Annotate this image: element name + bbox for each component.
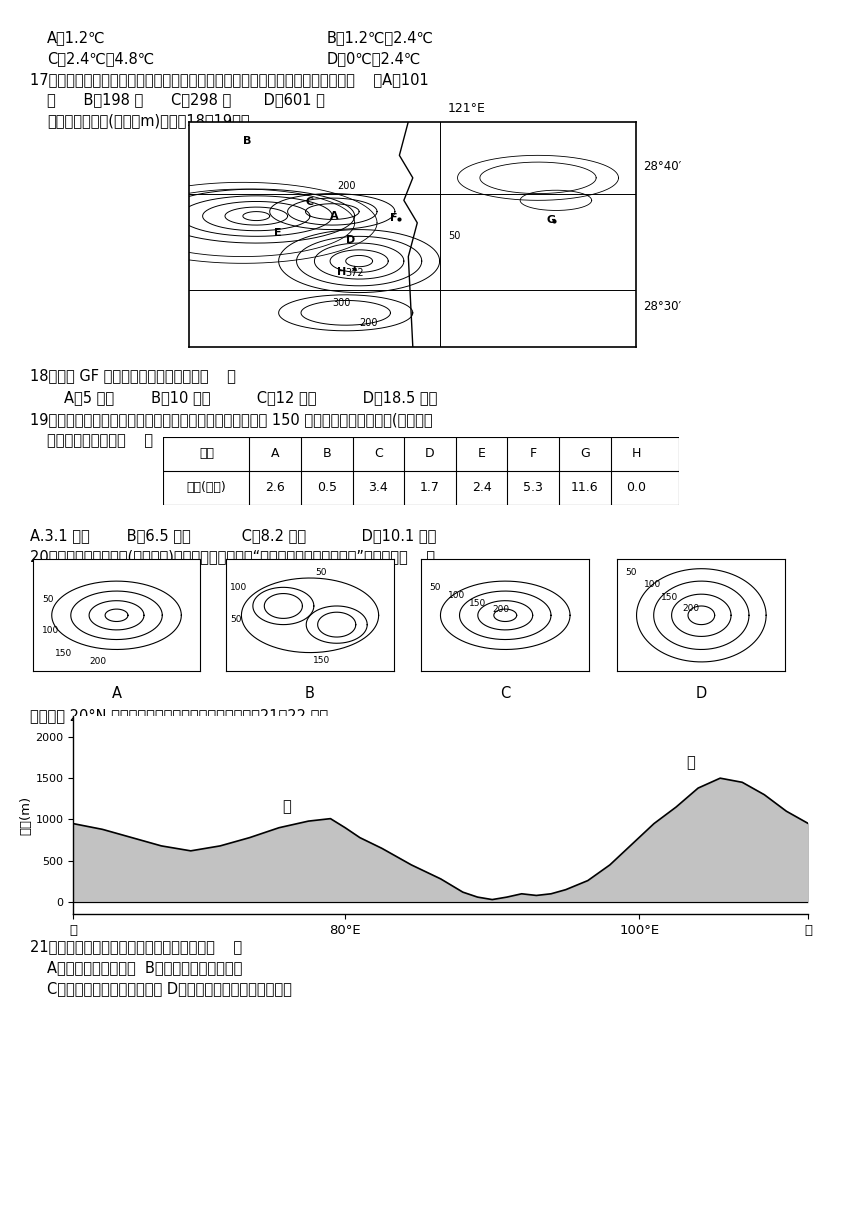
Text: B．1.2℃～2.4℃: B．1.2℃～2.4℃ — [327, 30, 433, 45]
Text: B: B — [243, 136, 251, 146]
Text: ▲: ▲ — [353, 265, 358, 271]
Text: 人口(万人): 人口(万人) — [187, 482, 226, 494]
Text: 3.4: 3.4 — [369, 482, 388, 494]
Text: 50: 50 — [625, 568, 636, 576]
Text: 150: 150 — [469, 599, 486, 608]
Text: 200: 200 — [359, 319, 378, 328]
Text: A: A — [330, 212, 339, 221]
Text: 28°40′: 28°40′ — [643, 161, 681, 173]
Text: 下图是沿 20°N 纬线所作的地形剖面示意图。读图回等21～22 题。: 下图是沿 20°N 纬线所作的地形剖面示意图。读图回等21～22 题。 — [30, 708, 329, 722]
Y-axis label: 海拔(m): 海拔(m) — [20, 795, 33, 835]
Text: 200: 200 — [682, 603, 699, 613]
Text: 17．图中有一处适合户外攀岩运动，运动员从崖底攀至陀崖最高处，高差可能有（    ）A．101: 17．图中有一处适合户外攀岩运动，运动员从崖底攀至陀崖最高处，高差可能有（ ）A… — [30, 72, 429, 86]
Text: C．2.4℃～4.8℃: C．2.4℃～4.8℃ — [47, 51, 155, 66]
Text: F: F — [530, 447, 537, 460]
Text: 50: 50 — [316, 568, 327, 576]
Text: 0.5: 0.5 — [316, 482, 337, 494]
Text: 150: 150 — [54, 649, 71, 659]
Text: B: B — [305, 686, 315, 700]
Text: 100: 100 — [644, 580, 661, 590]
Text: 20．在下列四幅等高线(单位：米)示意图中，能体验到“会当凌绝顶，一览众山小”意境的是（    ）: 20．在下列四幅等高线(单位：米)示意图中，能体验到“会当凌绝顶，一览众山小”意… — [30, 550, 435, 564]
Text: 50: 50 — [230, 614, 242, 624]
Text: A．均位于印度洋板块  B．均为重要的石油产地: A．均位于印度洋板块 B．均为重要的石油产地 — [47, 961, 243, 975]
Text: 地区: 地区 — [199, 447, 214, 460]
Text: 1.7: 1.7 — [420, 482, 440, 494]
Text: H: H — [337, 266, 346, 276]
Text: 米      B．198 米      C．298 米       D．601 米: 米 B．198 米 C．298 米 D．601 米 — [47, 92, 325, 107]
Text: 100: 100 — [42, 626, 59, 635]
Text: 121°E: 121°E — [447, 102, 485, 114]
Text: 19．如果在本区建一座水嵂，并使库区最高水位提高到海拔 150 米，则库区移民数量为(各区域的: 19．如果在本区建一座水嵂，并使库区最高水位提高到海拔 150 米，则库区移民数… — [30, 412, 433, 427]
Text: 150: 150 — [661, 592, 679, 602]
Text: A．5 千米        B．10 千米          C．12 千米          D．18.5 千米: A．5 千米 B．10 千米 C．12 千米 D．18.5 千米 — [64, 390, 438, 405]
Text: G: G — [580, 447, 590, 460]
Text: A.3.1 万人        B．6.5 万人           C．8.2 万人            D．10.1 万人: A.3.1 万人 B．6.5 万人 C．8.2 万人 D．10.1 万人 — [30, 528, 437, 542]
Text: D: D — [425, 447, 435, 460]
Text: A．1.2℃: A．1.2℃ — [47, 30, 106, 45]
Text: E: E — [274, 229, 282, 238]
Text: 28°30′: 28°30′ — [643, 299, 681, 313]
Text: B: B — [322, 447, 331, 460]
Text: D: D — [696, 686, 707, 700]
Text: D: D — [346, 235, 355, 246]
Text: 0.0: 0.0 — [626, 482, 647, 494]
Text: 50: 50 — [449, 231, 461, 241]
Text: 300: 300 — [332, 298, 351, 308]
Text: D．0℃～2.4℃: D．0℃～2.4℃ — [327, 51, 421, 66]
Text: H: H — [632, 447, 641, 460]
Text: F: F — [390, 213, 398, 223]
Text: C: C — [374, 447, 383, 460]
Text: 200: 200 — [89, 657, 106, 666]
Text: C: C — [305, 197, 314, 207]
Text: 200: 200 — [337, 181, 355, 191]
Text: 乙: 乙 — [686, 755, 695, 770]
Text: 372: 372 — [346, 268, 365, 277]
Text: 50: 50 — [42, 596, 53, 604]
Text: G: G — [547, 215, 556, 225]
Text: 5.3: 5.3 — [523, 482, 544, 494]
Text: A: A — [112, 686, 121, 700]
Text: 2.6: 2.6 — [266, 482, 285, 494]
Text: 100: 100 — [448, 591, 465, 601]
Text: 21．下列关于甲、乙两地的叙述，正确的是（    ）: 21．下列关于甲、乙两地的叙述，正确的是（ ） — [30, 939, 243, 953]
Text: A: A — [271, 447, 280, 460]
Text: C．河流水位季节变化均较小 D．外力作用均以流水作用为主: C．河流水位季节变化均较小 D．外力作用均以流水作用为主 — [47, 981, 292, 996]
Text: 100: 100 — [230, 584, 247, 592]
Text: 50: 50 — [429, 584, 440, 592]
Text: 甲: 甲 — [282, 799, 291, 815]
Text: 18．图中 GF 两点间的实地距离大约为（    ）: 18．图中 GF 两点间的实地距离大约为（ ） — [30, 368, 236, 383]
Text: 读下面等高线图(单位：m)，回等18～19题。: 读下面等高线图(单位：m)，回等18～19题。 — [47, 113, 250, 128]
Text: 人口数量见下表）（    ）: 人口数量见下表）（ ） — [47, 433, 153, 447]
Text: E: E — [477, 447, 486, 460]
Text: 150: 150 — [313, 657, 330, 665]
Text: 2.4: 2.4 — [472, 482, 491, 494]
Text: 11.6: 11.6 — [571, 482, 599, 494]
Text: 200: 200 — [492, 606, 509, 614]
Text: C: C — [501, 686, 510, 700]
